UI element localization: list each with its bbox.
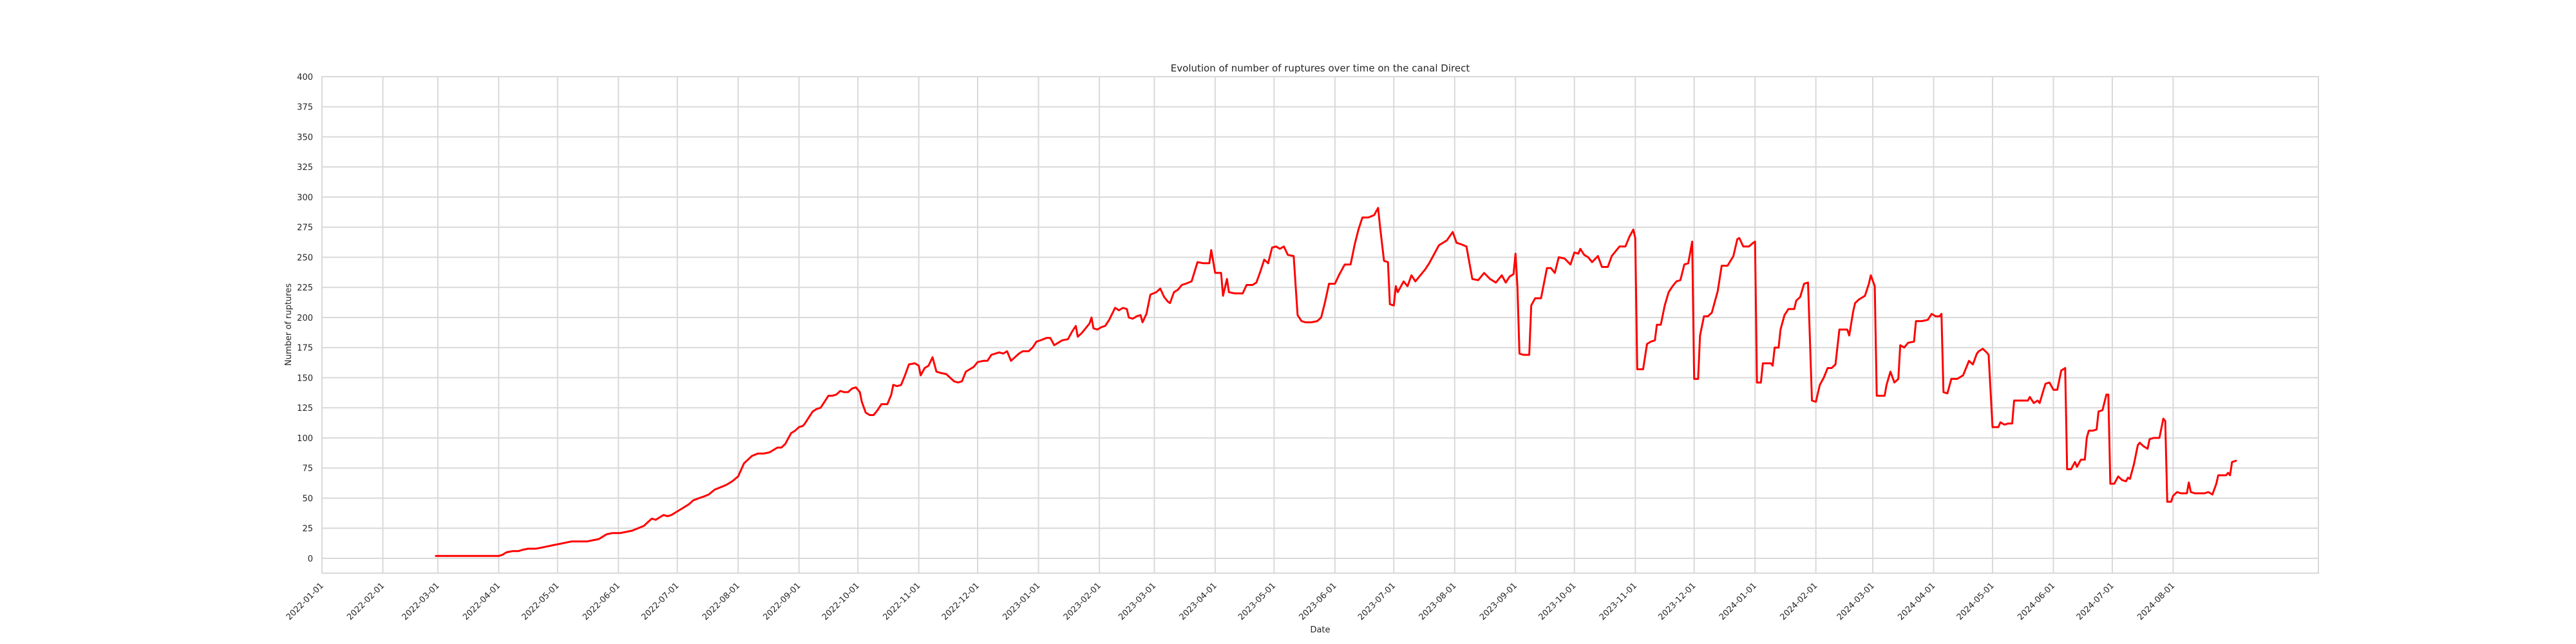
x-tick-label: 2022-04-01 [461, 581, 502, 622]
y-tick-label: 200 [297, 314, 313, 323]
x-tick-label: 2023-11-01 [1598, 581, 1639, 622]
x-tick-label: 2022-10-01 [820, 581, 862, 622]
y-tick-label: 275 [297, 223, 313, 233]
x-tick-label: 2023-06-01 [1298, 581, 1339, 622]
y-tick-label: 0 [308, 554, 313, 564]
y-tick-label: 175 [297, 344, 313, 354]
y-tick-label: 150 [297, 374, 313, 383]
x-tick-label: 2022-02-01 [345, 581, 386, 622]
y-tick-label: 100 [297, 434, 313, 444]
x-tick-label: 2023-02-01 [1062, 581, 1103, 622]
x-tick-label: 2024-01-01 [1718, 581, 1759, 622]
x-tick-label: 2024-07-01 [2075, 581, 2116, 622]
x-tick-label: 2023-04-01 [1178, 581, 1219, 622]
chart-title: Evolution of number of ruptures over tim… [1171, 62, 1470, 74]
x-tick-label: 2024-02-01 [1778, 581, 1819, 622]
y-tick-label: 125 [297, 404, 313, 413]
x-tick-label: 2022-08-01 [701, 581, 742, 622]
x-tick-label: 2024-03-01 [1835, 581, 1877, 622]
x-tick-label: 2023-01-01 [1001, 581, 1042, 622]
x-tick-label: 2023-10-01 [1537, 581, 1578, 622]
x-tick-label: 2023-03-01 [1117, 581, 1158, 622]
x-tick-label: 2024-06-01 [2016, 581, 2057, 622]
x-tick-label: 2023-12-01 [1656, 581, 1698, 622]
x-tick-label: 2022-05-01 [520, 581, 562, 622]
plot-frame [321, 76, 2319, 574]
x-tick-label: 2024-05-01 [1955, 581, 1996, 622]
x-tick-label: 2023-09-01 [1478, 581, 1519, 622]
x-tick-label: 2022-06-01 [581, 581, 622, 622]
y-axis-label: Number of ruptures [284, 283, 294, 366]
y-tick-label: 75 [302, 464, 313, 474]
x-tick-label: 2022-01-01 [285, 581, 326, 622]
y-tick-labels: 0 25 50 75 100 125 150 175 200 225 250 275 300 325 350… [297, 73, 313, 564]
y-tick-label: 250 [297, 253, 313, 263]
y-tick-label: 225 [297, 283, 313, 293]
x-tick-label: 2023-08-01 [1417, 581, 1459, 622]
y-tick-label: 400 [297, 73, 313, 82]
y-tick-label: 25 [302, 524, 313, 534]
ruptures-series-line [435, 207, 2237, 557]
x-tick-label: 2022-09-01 [761, 581, 802, 622]
x-tick-label: 2023-07-01 [1356, 581, 1397, 622]
y-tick-label: 325 [297, 163, 313, 173]
x-tick-label: 2022-12-01 [940, 581, 981, 622]
x-tick-label: 2022-03-01 [401, 581, 442, 622]
x-tick-label: 2022-11-01 [881, 581, 922, 622]
x-tick-label: 2022-07-01 [640, 581, 681, 622]
y-tick-label: 350 [297, 133, 313, 142]
x-tick-label: 2024-08-01 [2136, 581, 2177, 622]
x-tick-label: 2023-05-01 [1236, 581, 1278, 622]
x-axis-label: Date [1310, 625, 1330, 635]
y-tick-label: 300 [297, 193, 313, 203]
x-tick-label: 2024-04-01 [1896, 581, 1937, 622]
x-tick-labels: 2022-01-01 2022-02-01 2022-03-01 2022-04-01… [285, 581, 2177, 622]
y-tick-label: 375 [297, 103, 313, 113]
y-tick-label: 50 [302, 494, 313, 504]
